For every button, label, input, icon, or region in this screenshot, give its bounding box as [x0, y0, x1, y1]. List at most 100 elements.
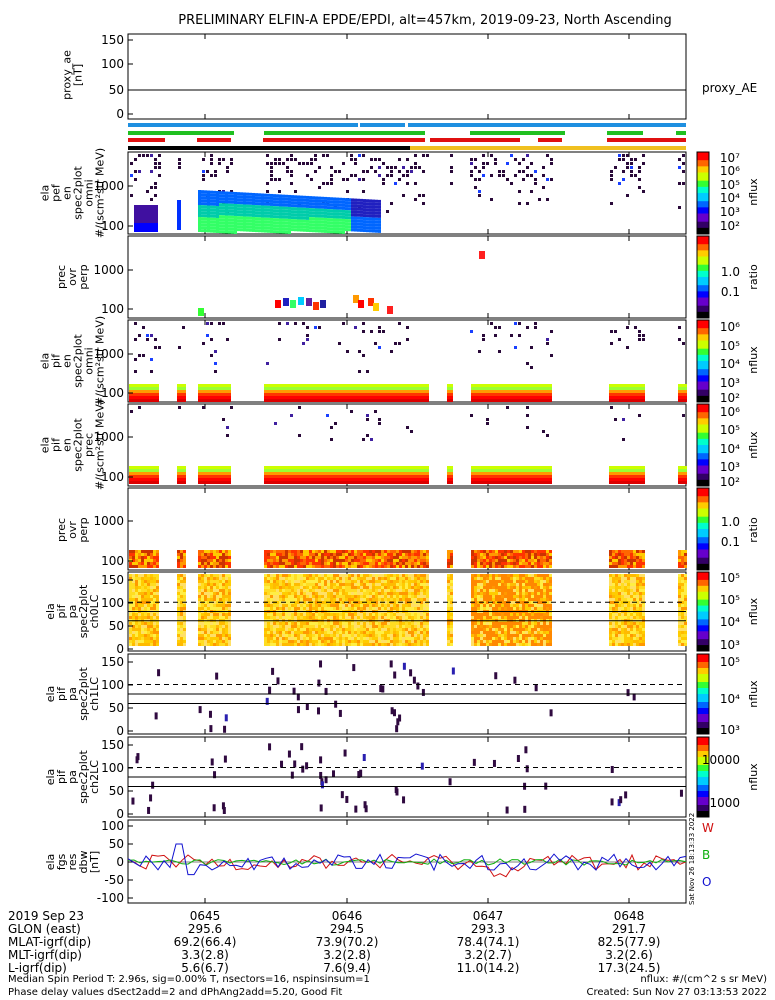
- epdi-ratio-pixel: [147, 553, 150, 556]
- pa-ch0-pixel: [129, 631, 132, 634]
- epdi-prec-band: [492, 469, 495, 472]
- epdi-ratio-pixel: [306, 556, 309, 559]
- epdi-omni-band: [549, 399, 552, 402]
- epdi-ratio-pixel: [204, 562, 207, 565]
- epdi-prec-band: [378, 478, 381, 481]
- epde-omni-flux: [309, 208, 312, 212]
- epde-omni-flux: [378, 205, 381, 209]
- epdi-prec-band: [426, 472, 429, 475]
- epde-omni-flux: [210, 217, 213, 221]
- epdi-omni-band: [180, 384, 183, 387]
- pa-ch0-pixel: [180, 592, 183, 595]
- epde-omni-pixel: [302, 162, 305, 165]
- epdi-ratio-pixel: [375, 562, 378, 565]
- epde-omni-flux: [309, 211, 312, 215]
- epdi-prec-band: [330, 481, 333, 484]
- pa-ch0-pixel: [210, 604, 213, 607]
- epdi-ratio-pixel: [516, 553, 519, 556]
- epde-omni-flux: [357, 219, 360, 223]
- epde-omni-flux: [318, 196, 321, 200]
- pa-ch0-pixel: [312, 583, 315, 586]
- epde-omni-flux: [339, 227, 342, 231]
- epde-omni-flux: [369, 205, 372, 209]
- epdi-omni-band: [522, 387, 525, 390]
- pa-ch0-pixel: [324, 586, 327, 589]
- epdi-ratio-pixel: [336, 553, 339, 556]
- epde-omni-flux: [146, 208, 149, 211]
- epdi-omni-pixel: [142, 354, 145, 357]
- epdi-prec-band: [282, 472, 285, 475]
- epdi-omni-band: [297, 390, 300, 393]
- epdi-omni-band: [336, 390, 339, 393]
- epdi-ratio-pixel: [177, 562, 180, 565]
- pa-ch0-pixel: [300, 634, 303, 637]
- epdi-omni-band: [504, 396, 507, 399]
- pa-ch0-pixel: [273, 640, 276, 643]
- epde-omni-flux: [369, 214, 372, 218]
- epdi-prec-band: [339, 475, 342, 478]
- epdi-prec-band: [264, 469, 267, 472]
- epde-omni-flux: [207, 229, 210, 233]
- epdi-omni-band: [348, 387, 351, 390]
- pa-ch0-pixel: [315, 577, 318, 580]
- epdi-ratio-pixel: [609, 553, 612, 556]
- pa-ch0-pixel: [228, 592, 231, 595]
- epdi-omni-colorbar-segment: [697, 328, 709, 331]
- epdi-omni-band: [363, 390, 366, 393]
- epdi-omni-band: [156, 390, 159, 393]
- epde-omni-pixel: [318, 186, 321, 189]
- epdi-ratio-pixel: [327, 565, 330, 568]
- epde-omni-flux: [240, 201, 243, 205]
- pa-ch0-pixel: [132, 631, 135, 634]
- epdi-omni-band: [504, 390, 507, 393]
- epdi-omni-band: [414, 393, 417, 396]
- epdi-omni-band: [384, 393, 387, 396]
- epde-omni-flux: [330, 212, 333, 216]
- epdi-omni-band: [528, 390, 531, 393]
- pa-ch0-pixel: [219, 628, 222, 631]
- epdi-ratio-pixel: [621, 556, 624, 559]
- epdi-prec-band: [321, 472, 324, 475]
- epde-omni-flux: [198, 190, 201, 193]
- epdi-omni-band: [312, 384, 315, 387]
- epdi-prec-band: [498, 481, 501, 484]
- epde-omni-flux: [291, 225, 294, 229]
- epde-omni-flux: [279, 200, 282, 204]
- epdi-prec-band: [393, 472, 396, 475]
- epdi-omni-band: [615, 396, 618, 399]
- epdi-omni-pixel: [494, 334, 497, 337]
- epdi-ratio-pixel: [351, 553, 354, 556]
- epde-omni-pixel: [370, 158, 373, 161]
- epde-omni-flux: [291, 228, 294, 232]
- pa-ch0-pixel: [264, 607, 267, 610]
- epde-omni-flux: [342, 200, 345, 204]
- epdi-ratio-pixel: [480, 550, 483, 553]
- epde-omni-flux: [204, 202, 207, 206]
- epdi-prec-band: [612, 469, 615, 472]
- epde-omni-flux: [318, 211, 321, 215]
- epdi-ratio-pixel: [210, 559, 213, 562]
- epde-omni-flux: [243, 204, 246, 208]
- epdi-omni-band: [420, 387, 423, 390]
- pa-ch0-pixel: [210, 589, 213, 592]
- pa-ch0-pixel: [306, 583, 309, 586]
- epdi-prec-band: [129, 466, 132, 469]
- epdi-ratio-pixel: [522, 565, 525, 568]
- pa-ch0-pixel: [273, 595, 276, 598]
- epdi-prec-band: [204, 478, 207, 481]
- epdi-prec-cbar-tick: 10³: [720, 460, 740, 474]
- epde-omni-colorbar-segment: [697, 182, 709, 186]
- pa-ch0-pixel: [222, 628, 225, 631]
- epdi-prec-band: [306, 472, 309, 475]
- epde-omni-pixel: [322, 182, 325, 185]
- epdi-prec-band: [408, 472, 411, 475]
- epdi-omni-band: [216, 393, 219, 396]
- epdi-omni-band: [642, 393, 645, 396]
- epdi-prec-band: [411, 481, 414, 484]
- epdi-ratio-pixel: [132, 556, 135, 559]
- epdi-omni-band: [624, 396, 627, 399]
- pa-ch0-pixel: [306, 631, 309, 634]
- epdi-omni-band: [618, 396, 621, 399]
- epdi-prec-band: [294, 478, 297, 481]
- epde-omni-flux: [288, 227, 291, 231]
